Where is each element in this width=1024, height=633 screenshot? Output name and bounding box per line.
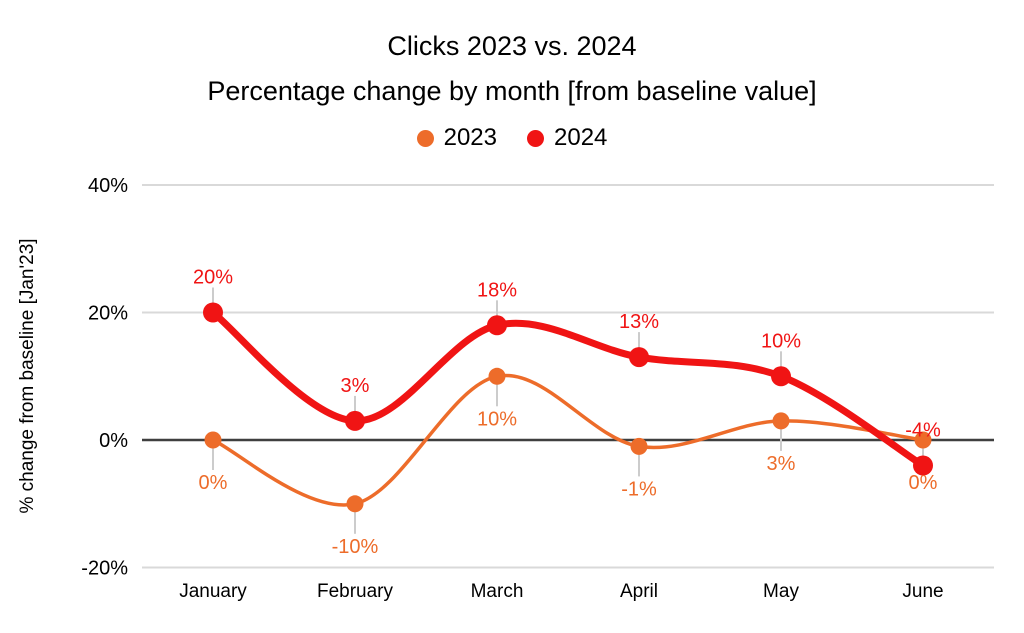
data-label-2023-June: 0% bbox=[909, 472, 938, 494]
data-point-2023-May bbox=[772, 412, 790, 430]
y-axis-title: % change from baseline [Jan'23] bbox=[17, 238, 38, 513]
data-label-2024-May: 10% bbox=[761, 330, 801, 352]
data-point-2024-March bbox=[487, 315, 507, 336]
x-tick-label-April: April bbox=[620, 581, 658, 602]
data-point-2023-March bbox=[488, 367, 506, 385]
legend-label-2024: 2024 bbox=[554, 124, 608, 151]
data-label-2023-January: 0% bbox=[199, 472, 228, 494]
data-point-2024-February bbox=[345, 410, 365, 431]
y-tick-label-0: 0% bbox=[99, 430, 128, 452]
data-label-2023-February: -10% bbox=[332, 536, 379, 558]
legend: 2023 2024 bbox=[0, 124, 1024, 152]
data-point-2023-February bbox=[346, 495, 364, 513]
x-tick-label-June: June bbox=[902, 581, 943, 602]
x-tick-label-May: May bbox=[763, 581, 799, 602]
data-label-2024-June: -4% bbox=[905, 420, 941, 442]
x-tick-label-March: March bbox=[471, 581, 524, 602]
data-point-2024-June bbox=[913, 455, 933, 476]
y-tick-label--20: -20% bbox=[81, 558, 128, 580]
y-tick-label-20: 20% bbox=[88, 303, 128, 325]
data-label-2024-February: 3% bbox=[341, 375, 370, 397]
legend-item-2023: 2023 bbox=[416, 124, 497, 152]
data-label-2023-March: 10% bbox=[477, 408, 517, 430]
x-tick-label-January: January bbox=[179, 581, 247, 602]
data-label-2024-January: 20% bbox=[193, 267, 233, 289]
series-line-2023 bbox=[211, 373, 925, 507]
data-label-2023-May: 3% bbox=[767, 453, 796, 475]
data-point-2024-May bbox=[771, 366, 791, 387]
data-point-2023-April bbox=[630, 437, 648, 455]
legend-label-2023: 2023 bbox=[443, 124, 497, 151]
legend-dot-2024-icon bbox=[527, 129, 544, 147]
y-tick-label-40: 40% bbox=[88, 175, 128, 197]
series-line-2024 bbox=[209, 309, 927, 469]
data-point-2023-January bbox=[204, 431, 222, 449]
data-point-2023-June bbox=[914, 431, 932, 449]
chart-subtitle: Percentage change by month [from baselin… bbox=[207, 76, 817, 106]
data-point-2024-January bbox=[203, 302, 223, 323]
data-label-2024-March: 18% bbox=[477, 279, 517, 301]
data-label-2024-April: 13% bbox=[619, 311, 659, 333]
legend-dot-2023-icon bbox=[416, 129, 434, 147]
chart-title: Clicks 2023 vs. 2024 bbox=[387, 31, 637, 61]
data-label-2023-April: -1% bbox=[621, 478, 657, 500]
x-tick-label-February: February bbox=[317, 581, 394, 602]
data-point-2024-April bbox=[629, 347, 649, 368]
legend-item-2024: 2024 bbox=[527, 124, 607, 152]
